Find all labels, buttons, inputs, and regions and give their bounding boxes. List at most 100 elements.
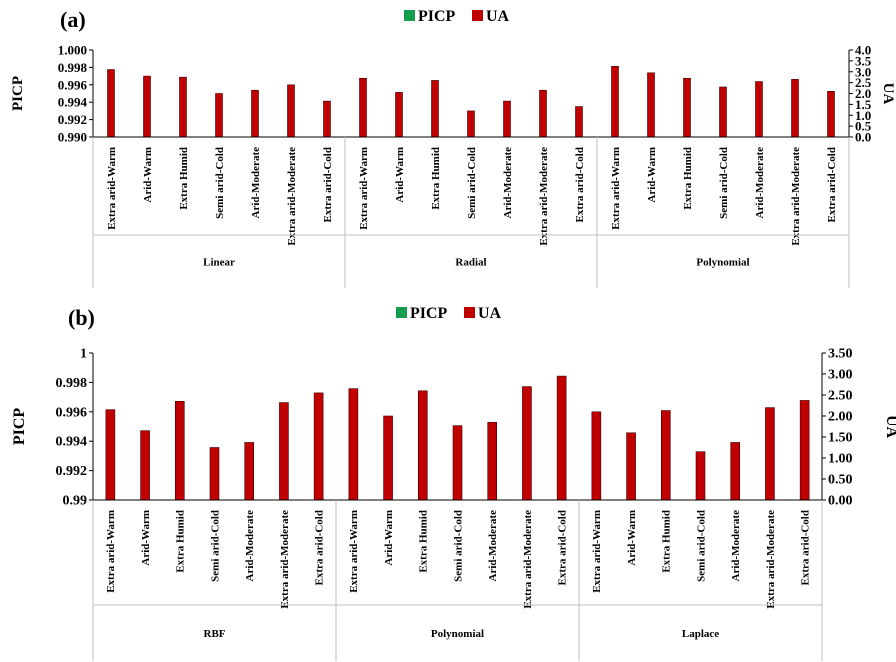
legend-swatch-ua (472, 10, 483, 21)
legend-label-picp: PICP (410, 305, 448, 322)
ua-bar (107, 69, 115, 138)
ua-bar (791, 79, 799, 138)
y2-tick-label: 0.50 (828, 473, 853, 488)
ua-bar (174, 400, 185, 501)
y-tick-label: 0.996 (56, 405, 88, 420)
y2-tick-label: 2.5 (855, 75, 872, 90)
y2-tick-label: 0.0 (855, 130, 871, 145)
ua-bar (348, 388, 359, 501)
ua-bar (730, 442, 741, 501)
ua-bar (591, 411, 602, 501)
category-label: Semi arid-Cold (718, 147, 730, 219)
ua-bar (467, 110, 475, 138)
y2-tick-label: 2.0 (855, 86, 871, 101)
ua-bar (626, 432, 636, 501)
y2-tick-label: 0.5 (855, 119, 872, 134)
chart-panel-a: (a) PICP UA 0.990 0.992 0.994 0.996 0.998 1.000 0… (10, 7, 896, 288)
legend-label-ua: UA (486, 8, 510, 25)
category-label: Extra arid-Moderate (765, 510, 777, 609)
y-axis-title: PICP (10, 76, 26, 111)
category-label: Extra arid-Moderate (286, 147, 298, 246)
category-label: Extra arid-Cold (826, 147, 838, 222)
category-label: Extra arid-Warm (610, 147, 622, 230)
legend-swatch-picp (396, 307, 407, 318)
ua-bar (143, 75, 151, 138)
category-label: Extra arid-Moderate (790, 147, 802, 246)
ua-bar (279, 402, 289, 501)
y2-tick-label: 3.0 (855, 64, 871, 79)
y2-tick-label: 3.00 (828, 368, 853, 383)
ua-bar (395, 92, 403, 138)
category-label: Extra arid-Cold (322, 147, 334, 222)
category-label: Semi arid-Cold (466, 147, 478, 219)
category-label: Semi arid-Cold (214, 147, 226, 219)
y-tick-label: 0.996 (58, 77, 88, 92)
chart-panel-b: (b) PICP UA 0.99 0.992 0.994 0.996 0.998 1 0.00 0.… (11, 305, 896, 661)
ua-bar (487, 421, 498, 501)
category-label: Extra arid-Warm (348, 510, 360, 593)
category-label: Arid-Moderate (754, 147, 766, 219)
category-label: Arid-Warm (626, 510, 638, 566)
ua-bar (799, 400, 810, 501)
ua-bar (179, 76, 187, 138)
legend-label-ua: UA (478, 305, 502, 322)
ua-bar (323, 100, 331, 138)
category-label: Arid-Moderate (244, 510, 256, 582)
ua-bar (660, 410, 671, 501)
ua-bar (431, 80, 439, 138)
y-tick-label: 0.992 (56, 464, 88, 479)
category-label: Extra Humid (418, 510, 430, 573)
ua-bar (522, 386, 532, 501)
y-tick-label: 0.994 (56, 435, 88, 450)
y-tick-label: 1.000 (58, 43, 87, 58)
y2-axis-title: UA (880, 83, 896, 105)
ua-bar (251, 89, 259, 138)
legend: PICP UA (396, 305, 502, 322)
category-label: Semi arid-Cold (452, 510, 464, 582)
ua-bar (503, 100, 511, 138)
ua-bar (140, 430, 150, 501)
y-tick-label: 0.99 (63, 494, 88, 509)
category-label: Extra arid-Cold (556, 510, 568, 585)
panel-label: (a) (60, 7, 86, 32)
y2-tick-label: 4.0 (855, 43, 871, 58)
category-label: Arid-Warm (383, 510, 395, 566)
category-label: Semi arid-Cold (209, 510, 221, 582)
category-label: Arid-Moderate (487, 510, 499, 582)
ua-bar (647, 72, 655, 138)
y-axis-title: PICP (11, 408, 28, 446)
ua-bar (313, 392, 324, 501)
y2-tick-label: 1.5 (855, 97, 872, 112)
y-tick-label: 0.990 (58, 130, 87, 145)
ua-bar (359, 77, 367, 138)
ua-bar (611, 66, 619, 138)
category-label: Extra arid-Cold (799, 510, 811, 585)
y-tick-label: 0.994 (58, 95, 88, 110)
group-label: Polynomial (696, 257, 749, 269)
category-label: Arid-Warm (140, 510, 152, 566)
y-tick-label: 1 (80, 347, 87, 362)
ua-bar (287, 84, 295, 138)
ua-bar (575, 106, 583, 138)
category-label: Semi arid-Cold (695, 510, 707, 582)
ua-bar (105, 409, 116, 501)
category-label: Extra Humid (175, 510, 187, 573)
ua-bar (244, 442, 255, 501)
y2-tick-label: 1.00 (828, 452, 853, 467)
y2-tick-label: 3.5 (855, 53, 872, 68)
ua-bar (417, 390, 428, 501)
y2-tick-label: 1.50 (828, 431, 853, 446)
y-tick-label: 0.998 (58, 60, 88, 75)
category-label: Extra arid-Warm (105, 510, 117, 593)
category-label: Extra arid-Warm (106, 147, 118, 230)
category-label: Arid-Warm (394, 147, 406, 203)
category-label: Extra arid-Cold (574, 147, 586, 222)
category-label: Arid-Moderate (250, 147, 262, 219)
ua-bar (383, 415, 393, 501)
ua-bar (719, 86, 727, 138)
ua-bar (695, 451, 706, 501)
category-label: Extra Humid (682, 147, 694, 210)
y-tick-label: 0.992 (58, 112, 87, 127)
legend-swatch-picp (404, 10, 415, 21)
ua-bar (755, 81, 763, 138)
